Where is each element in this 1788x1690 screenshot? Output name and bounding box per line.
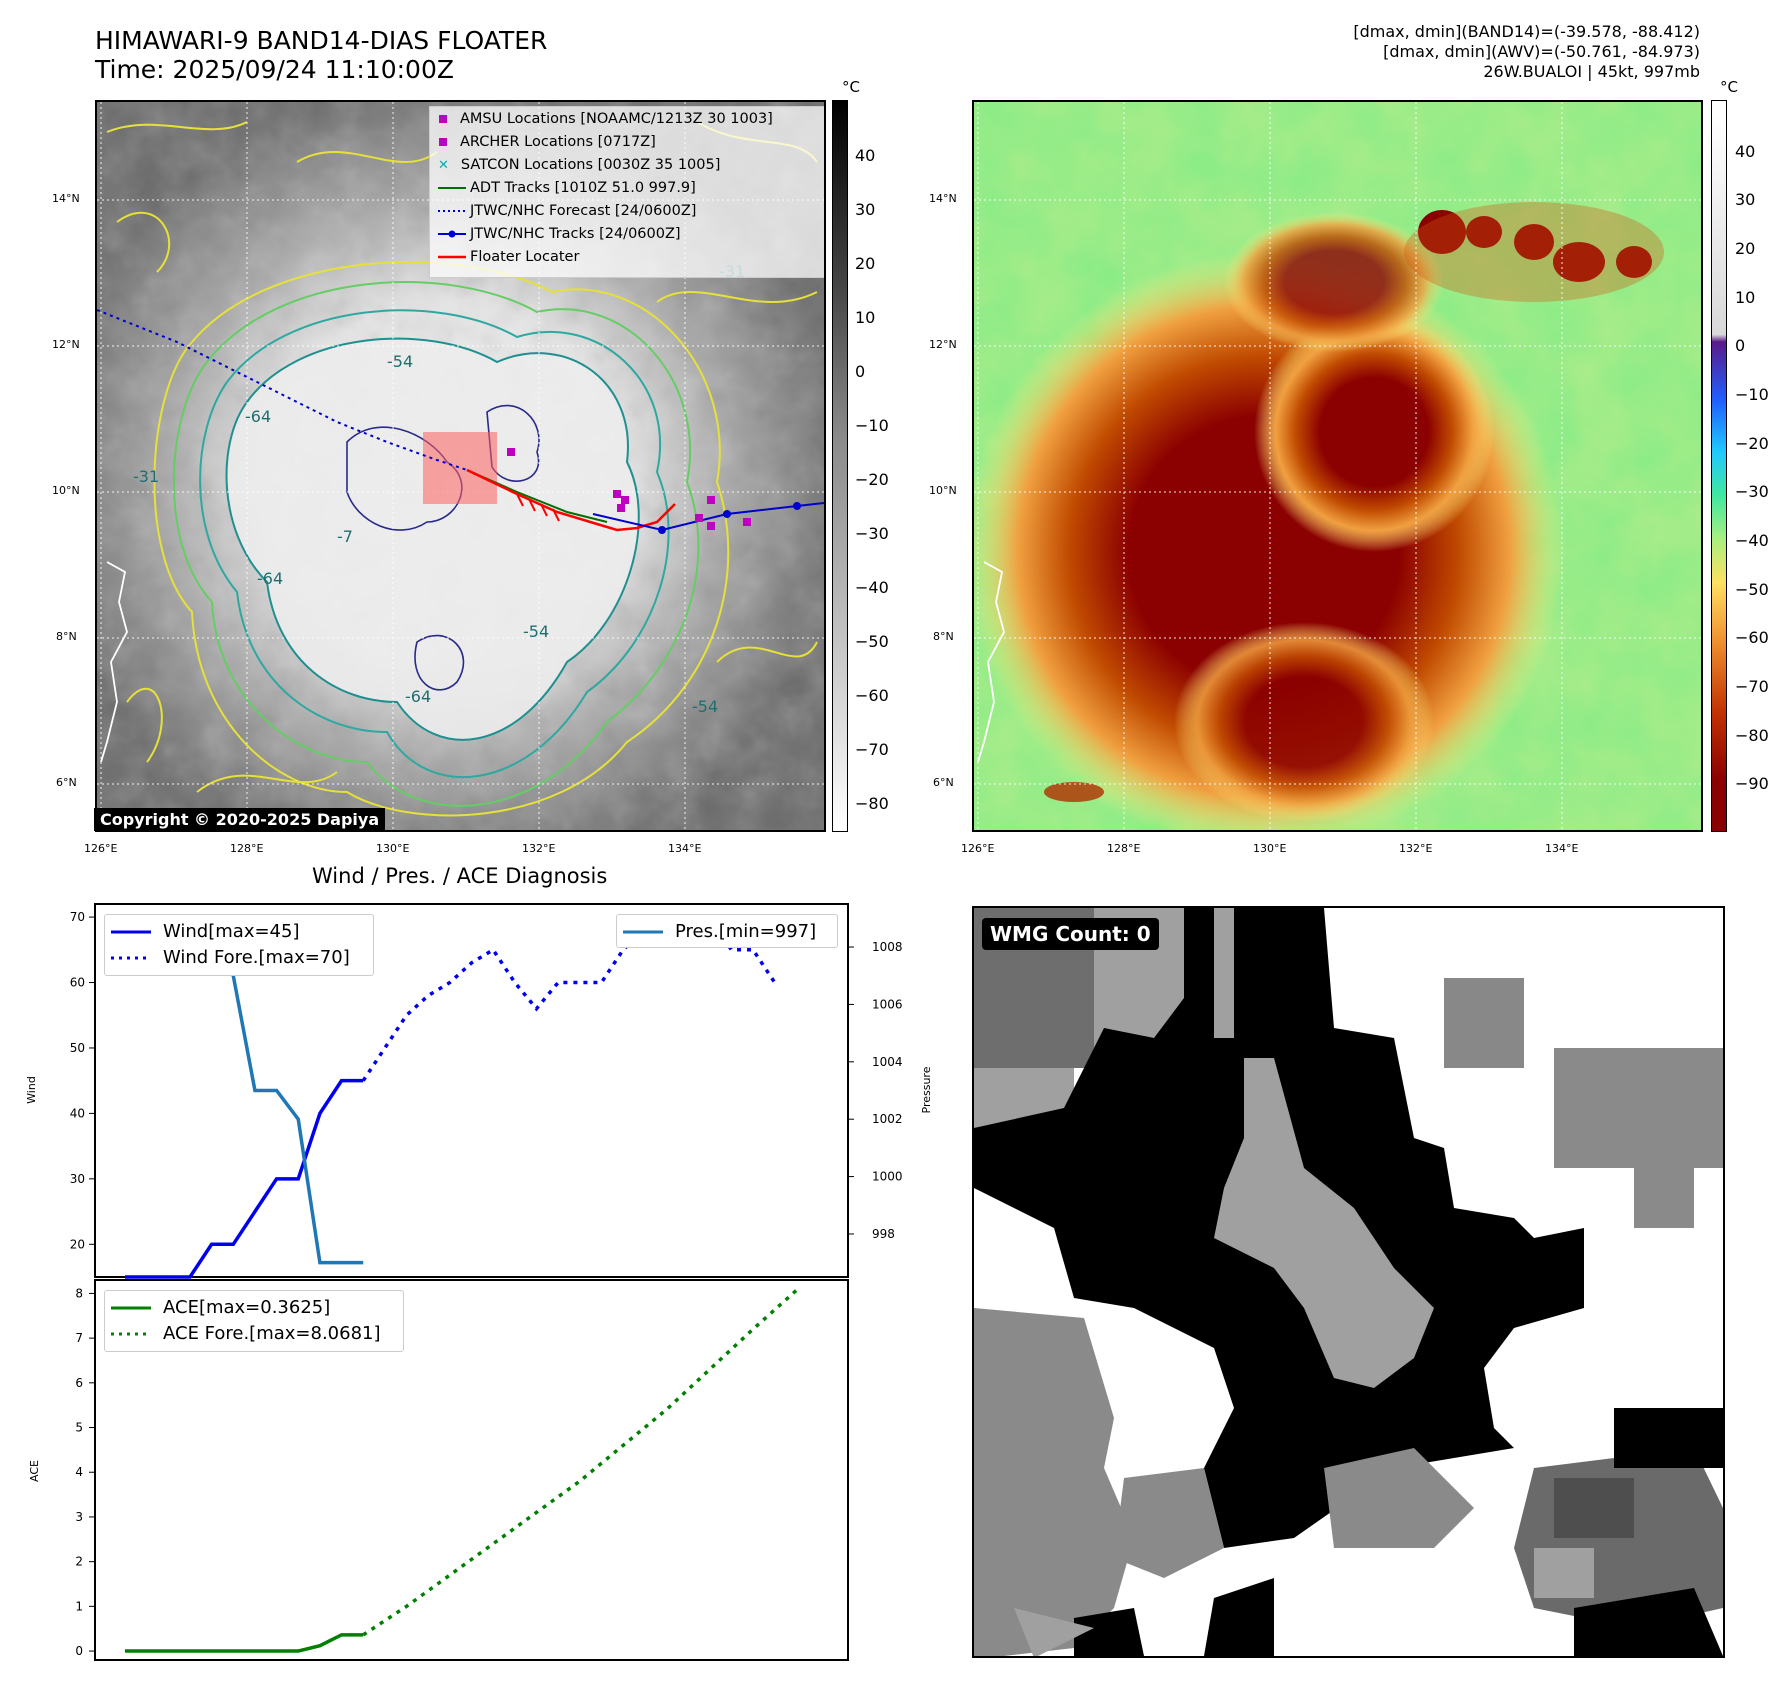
wmg-panel — [972, 906, 1725, 1658]
legend-item-archer: ARCHER Locations [0717Z] — [438, 133, 656, 151]
ace-tick-label: 4 — [75, 1465, 83, 1479]
wmg-count-label: WMG Count: 0 — [982, 918, 1159, 950]
legend-wind: Wind[max=45] — [111, 921, 300, 942]
contour-label: -54 — [387, 352, 413, 371]
contour-label: -7 — [337, 527, 353, 546]
contour-label: -64 — [245, 407, 271, 426]
band14-map: -64 -64 -54 -54 -64 -7 -54 -31 -31 — [95, 100, 826, 832]
amsu-archer-markers — [507, 448, 751, 530]
map-legend: AMSU Locations [NOAAMC/1213Z 30 1003] AR… — [429, 106, 824, 278]
awv-imagery — [974, 102, 1701, 830]
legend-pressure: Pres.[min=997] — [623, 921, 817, 942]
right-colorbar-unit: °C — [1720, 78, 1738, 96]
ace-legend: ACE[max=0.3625] ACE Fore.[max=8.0681] — [104, 1290, 404, 1352]
ace-tick-label: 0 — [75, 1644, 83, 1658]
storm-info: [dmax, dmin](BAND14)=(-39.578, -88.412) … — [1353, 22, 1700, 81]
pressure-tick-label: 1000 — [872, 1170, 903, 1184]
series-line-0 — [125, 1078, 364, 1279]
left-colorbar-unit: °C — [842, 78, 860, 96]
pressure-legend: Pres.[min=997] — [616, 914, 838, 948]
right-colorbar — [1711, 100, 1727, 832]
ace-ticks: 8 7 6 5 4 3 2 1 0 — [75, 1286, 95, 1658]
ace-tick-label: 6 — [75, 1376, 83, 1390]
legend-item-floater: Floater Locater — [438, 249, 580, 265]
left-colorbar — [832, 100, 848, 832]
pressure-tick-label: 1006 — [872, 997, 903, 1011]
copyright-label: Copyright © 2020-2025 Dapiya — [94, 808, 386, 831]
x-marker-icon: ✕ — [438, 157, 449, 173]
legend-item-adt: ADT Tracks [1010Z 51.0 997.9] — [438, 180, 696, 196]
legend-item-amsu: AMSU Locations [NOAAMC/1213Z 30 1003] — [438, 110, 773, 128]
legend-wind-fore: Wind Fore.[max=70] — [111, 947, 350, 968]
pressure-tick-label: 1004 — [872, 1055, 903, 1069]
wind-tick-label: 50 — [70, 1041, 85, 1055]
jtwc-forecast-track — [97, 309, 468, 471]
pressure-tick-label: 998 — [872, 1227, 895, 1241]
ace-tick-label: 1 — [75, 1599, 83, 1613]
wind-tick-label: 70 — [70, 910, 85, 924]
ace-tick-label: 2 — [75, 1555, 83, 1569]
contour-label: -54 — [523, 622, 549, 641]
wind-tick-label: 40 — [70, 1106, 85, 1120]
contour-label: -64 — [405, 687, 431, 706]
legend-ace: ACE[max=0.3625] — [111, 1297, 331, 1318]
ace-axis-label: ACE — [28, 1460, 41, 1482]
legend-item-jtwc-forecast: JTWC/NHC Forecast [24/0600Z] — [438, 203, 697, 219]
ace-tick-label: 3 — [75, 1510, 83, 1524]
wind-tick-label: 30 — [70, 1172, 85, 1186]
awv-map — [972, 100, 1703, 832]
floater-locater-track — [466, 468, 676, 532]
contour-label: -64 — [257, 569, 283, 588]
figure-title: HIMAWARI-9 BAND14-DIAS FLOATER Time: 202… — [95, 26, 548, 84]
contour-label: -54 — [692, 697, 718, 716]
ace-series-line-0 — [125, 1633, 364, 1653]
ace-tick-label: 7 — [75, 1331, 83, 1345]
pressure-axis-label: Pressure — [920, 1066, 930, 1113]
wind-ticks: 70 60 50 40 30 20 — [70, 910, 95, 1251]
floater-box — [423, 432, 497, 504]
ace-tick-label: 5 — [75, 1421, 83, 1435]
wind-tick-label: 20 — [70, 1237, 85, 1251]
legend-item-satcon: ✕ SATCON Locations [0030Z 35 1005] — [438, 157, 721, 173]
diagnosis-title: Wind / Pres. / ACE Diagnosis — [312, 864, 608, 888]
legend-item-jtwc-tracks: JTWC/NHC Tracks [24/0600Z] — [438, 225, 681, 243]
contour-label: -31 — [133, 467, 159, 486]
ace-series — [125, 1289, 798, 1653]
wind-legend: Wind[max=45] Wind Fore.[max=70] — [104, 914, 374, 976]
wind-axis-label: Wind — [25, 1076, 38, 1104]
pressure-ticks: 1008 1006 1004 1002 1000 998 — [848, 940, 903, 1241]
ace-tick-label: 8 — [75, 1286, 83, 1300]
pressure-tick-label: 1002 — [872, 1112, 903, 1126]
wind-tick-label: 60 — [70, 976, 85, 990]
pressure-tick-label: 1008 — [872, 940, 903, 954]
legend-ace-fore: ACE Fore.[max=8.0681] — [111, 1323, 381, 1344]
wmg-grid — [974, 908, 1723, 1656]
